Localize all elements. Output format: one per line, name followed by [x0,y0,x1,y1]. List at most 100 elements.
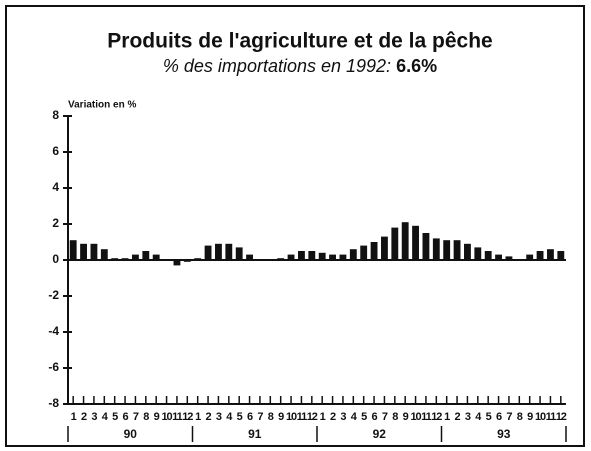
bar [256,260,264,261]
bar [360,245,368,260]
x-tick-label: 7 [382,411,388,423]
x-tick-label: 5 [361,411,367,423]
bar [69,240,77,260]
chart-title: Produits de l'agriculture et de la pêche [107,30,492,53]
year-label: 91 [248,427,262,441]
x-tick-label: 12 [307,411,318,423]
x-tick-label: 3 [340,411,346,423]
y-tick-label: -2 [48,288,59,302]
bar [422,233,430,260]
y-tick-label: -6 [48,360,59,374]
y-tick-label: -8 [48,396,59,410]
x-tick-label: 6 [372,411,378,423]
x-tick-label: 11 [421,411,432,423]
bar [495,254,502,260]
bar [391,227,399,260]
bar [329,254,336,260]
bar [349,249,357,260]
chart-subtitle: % des importations en 1992: 6.6% [163,56,437,76]
year-label: 92 [373,427,387,441]
x-tick-label: 4 [351,411,358,423]
x-tick-label: 10 [286,411,297,423]
x-tick-label: 11 [546,411,557,423]
bar [90,243,98,260]
x-tick-label: 2 [81,411,87,423]
bar [266,260,274,261]
x-tick-label: 1 [195,411,201,423]
bar [132,254,139,260]
x-tick-label: 3 [91,411,97,423]
x-tick-label: 1 [320,411,326,423]
x-tick-label: 8 [268,411,274,423]
year-label: 93 [497,427,511,441]
y-tick-label: -4 [48,324,59,338]
x-tick-label: 10 [410,411,421,423]
bar [298,251,305,260]
bar [432,238,440,260]
x-tick-label: 9 [403,411,409,423]
x-tick-label: 1 [444,411,450,423]
bar [111,258,119,260]
x-tick-label: 12 [556,411,567,423]
bar [318,252,326,260]
x-tick-label: 8 [392,411,398,423]
x-tick-label: 4 [226,411,233,423]
bar [235,247,243,260]
x-tick-label: 5 [112,411,118,423]
bar [152,254,160,260]
bar [339,254,347,260]
bar [246,254,253,260]
y-tick-label: 0 [52,252,59,266]
bar [443,240,451,260]
x-tick-label: 11 [172,411,183,423]
x-tick-label: 8 [143,411,149,423]
x-tick-label: 7 [133,411,139,423]
x-tick-label: 4 [102,411,109,423]
x-tick-label: 3 [465,411,471,423]
x-tick-label: 9 [154,411,160,423]
y-tick-label: 6 [52,144,59,158]
bar [194,258,202,260]
x-tick-label: 10 [161,411,172,423]
subtitle-value: 6.6% [396,56,437,76]
bar [308,251,316,260]
bar [287,254,295,260]
bar [474,247,482,260]
subtitle-text: % des importations en 1992: [163,56,391,76]
bar [80,243,87,260]
bar [536,251,544,260]
x-tick-label: 2 [330,411,336,423]
x-tick-label: 6 [496,411,502,423]
x-tick-label: 1 [71,411,77,423]
x-tick-label: 4 [475,411,482,423]
bar [484,251,492,260]
x-tick-label: 2 [206,411,212,423]
frame [5,5,585,447]
bar [183,260,191,262]
bar [453,240,461,260]
x-tick-label: 12 [431,411,442,423]
y-tick-label: 2 [52,216,59,230]
y-tick-label: 8 [52,108,59,122]
bar [204,245,212,260]
bar [173,260,181,266]
bar [412,225,419,260]
x-tick-label: 5 [237,411,243,423]
x-tick-label: 6 [123,411,129,423]
bar [557,251,565,260]
bar [121,258,129,260]
bar [215,243,222,260]
bar [547,249,554,260]
bar [163,260,170,261]
bar [401,222,409,260]
bar [526,254,534,260]
bar [225,243,233,260]
y-axis-label: Variation en % [68,100,136,111]
x-tick-label: 9 [278,411,284,423]
bar [142,251,150,260]
x-tick-label: 9 [527,411,533,423]
x-tick-label: 11 [297,411,308,423]
bar [277,258,285,260]
x-tick-label: 3 [216,411,222,423]
